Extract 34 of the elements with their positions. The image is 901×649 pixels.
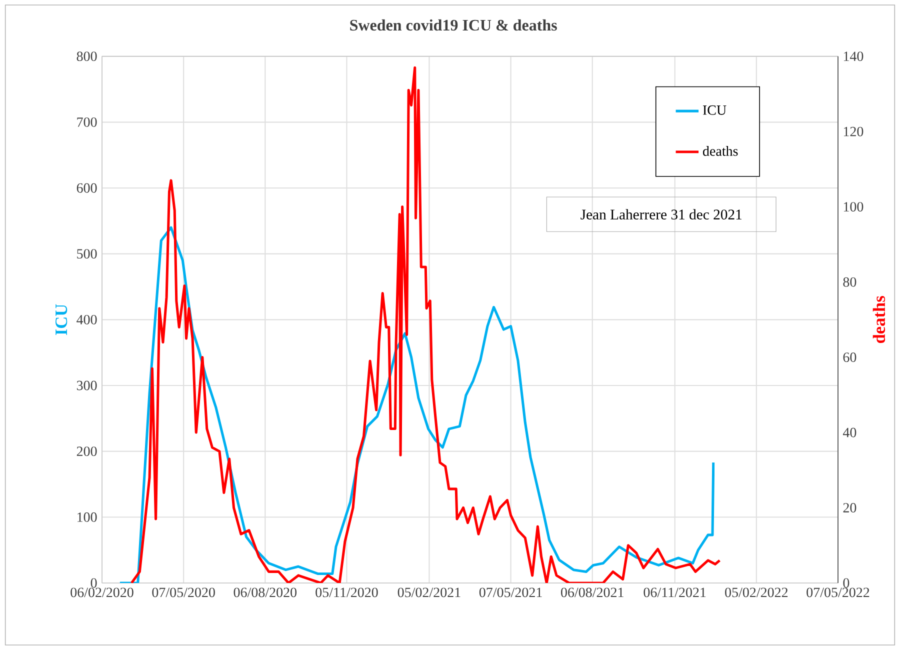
x-tick-label: 05/02/2021 (398, 588, 460, 598)
line-series (118, 226, 715, 583)
x-tick-label: 06/02/2020 (70, 588, 134, 598)
y2-tick-label: 100 (844, 202, 864, 212)
x-tick-label: 06/08/2021 (561, 588, 624, 598)
x-tick-label: 05/02/2022 (725, 588, 788, 598)
y2-tick-label: 40 (842, 428, 856, 438)
x-tick-label: 06/08/2020 (234, 588, 297, 598)
x-tick-label: 07/05/2020 (152, 588, 215, 598)
y2-axis-title: deaths (872, 296, 886, 344)
y2-tick-label: 120 (844, 126, 864, 136)
y-tick-label: 700 (77, 117, 97, 127)
y-tick-label: 600 (76, 183, 97, 193)
x-tick-label: 07/05/2022 (806, 588, 870, 598)
y-axis-title: ICU (55, 304, 68, 335)
y-tick-label: 400 (76, 314, 97, 324)
y-tick-label: 500 (77, 249, 97, 259)
chart-title: Sweden covid19 ICU & deaths (350, 19, 557, 31)
y2-tick-label: 80 (843, 277, 856, 287)
y2-tick-label: 60 (843, 352, 856, 362)
legend-label: ICU (702, 105, 726, 115)
y-tick-label: 200 (76, 446, 97, 456)
y2-tick-label: 140 (844, 52, 864, 62)
y-tick-label: 100 (78, 512, 97, 522)
y2-tick-label: 20 (843, 503, 856, 512)
y-tick-label: 800 (76, 52, 97, 62)
y-tick-label: 0 (90, 578, 97, 588)
legend-label: deaths (702, 146, 738, 156)
x-tick-label: 07/05/2021 (479, 588, 542, 598)
y2-tick-label: 0 (843, 578, 850, 588)
annotation: Jean Laherrere 31 dec 2021 (580, 209, 742, 220)
y-tick-label: 300 (76, 380, 97, 390)
x-tick-label: 06/11/2021 (644, 588, 706, 598)
x-tick-label: 05/11/2020 (316, 588, 378, 598)
